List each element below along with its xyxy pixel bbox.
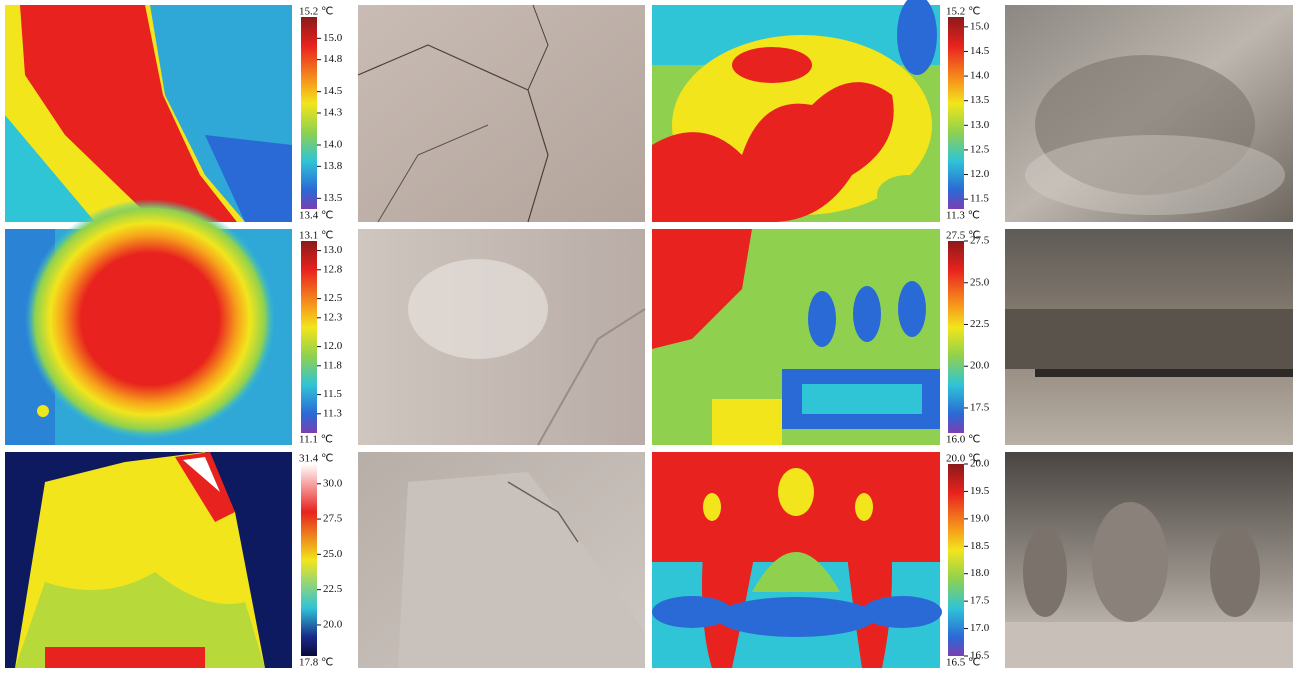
photo — [358, 452, 645, 668]
colorbar-max-label: 15.2 ℃ — [299, 6, 333, 18]
colorbar — [948, 17, 964, 209]
colorbar-tick-label: 14.8 — [323, 53, 343, 65]
image-shape — [853, 286, 881, 342]
image-shape — [716, 597, 876, 637]
thermal-image — [652, 452, 942, 668]
colorbar-tick-label: 13.0 — [323, 244, 343, 256]
colorbar-max-label: 13.1 ℃ — [299, 230, 333, 242]
colorbar-tick-label: 13.5 — [970, 94, 990, 106]
colorbar-tick-label: 14.3 — [323, 107, 343, 119]
colorbar-tick-label: 22.5 — [970, 318, 990, 330]
colorbar-tick-label: 20.0 — [970, 458, 990, 470]
photo — [1005, 229, 1293, 445]
colorbar-min-label: 13.4 ℃ — [299, 210, 333, 222]
colorbar-tick-label: 14.5 — [970, 45, 990, 57]
colorbar-tick-label: 15.0 — [323, 32, 343, 44]
thermal-image — [5, 5, 292, 222]
colorbar-min-label: 16.0 ℃ — [946, 434, 980, 446]
photo — [1005, 5, 1293, 222]
colorbar-tick-label: 17.5 — [970, 401, 990, 413]
colorbar-tick-label: 30.0 — [323, 477, 343, 489]
thermal-image — [5, 452, 292, 668]
image-shape — [1210, 527, 1260, 617]
colorbar-tick-label: 20.0 — [323, 618, 343, 630]
colorbar-tick-label: 12.0 — [970, 168, 990, 180]
image-shape — [408, 259, 548, 359]
image-shape — [45, 647, 205, 668]
colorbar-min-label: 11.1 ℃ — [299, 434, 333, 446]
colorbar-tick-label: 12.0 — [323, 340, 343, 352]
colorbar-tick-label: 13.5 — [323, 192, 343, 204]
photo — [358, 229, 645, 445]
figure: 15.2 ℃ 13.4 ℃ 15.0 14.8 14.5 14.3 14.0 13.8 13.5… — [0, 0, 1295, 668]
image-shape — [703, 493, 721, 521]
image-shape — [877, 175, 937, 215]
colorbar-tick-label: 11.5 — [323, 388, 342, 400]
image-shape — [1092, 502, 1168, 622]
colorbar-tick-label: 13.0 — [970, 119, 990, 131]
image-shape — [862, 596, 942, 628]
image-shape — [898, 281, 926, 337]
colorbar-tick-label: 14.0 — [970, 70, 990, 82]
image-shape — [1035, 369, 1293, 377]
colorbar — [301, 17, 317, 209]
colorbar-tick-label: 19.5 — [970, 485, 990, 497]
colorbar-tick-label: 18.5 — [970, 540, 990, 552]
colorbar — [948, 241, 964, 433]
colorbar-tick-label: 17.0 — [970, 622, 990, 634]
image-shape — [712, 399, 782, 445]
thermal-image — [652, 229, 940, 445]
colorbar-tick-label: 16.5 — [970, 650, 990, 662]
colorbar-tick-label: 14.5 — [323, 85, 343, 97]
colorbar-tick-label: 11.3 — [323, 407, 342, 419]
colorbar-tick-label: 13.8 — [323, 160, 343, 172]
image-shape — [358, 5, 645, 222]
colorbar-tick-label: 17.5 — [970, 595, 990, 607]
colorbar-tick-label: 25.0 — [323, 548, 343, 560]
colorbar-tick-label: 15.0 — [970, 20, 990, 32]
image-shape — [855, 493, 873, 521]
thermal-image — [5, 199, 292, 445]
image-shape — [1023, 527, 1067, 617]
thermal-image — [652, 0, 940, 222]
image-shape — [1005, 622, 1293, 668]
colorbar-tick-label: 27.5 — [970, 235, 990, 247]
colorbar-tick-label: 18.0 — [970, 567, 990, 579]
image-shape — [652, 596, 732, 628]
colorbar-max-label: 15.2 ℃ — [946, 6, 980, 18]
colorbar — [301, 241, 317, 433]
image-shape — [808, 291, 836, 347]
image-shape — [37, 405, 49, 417]
colorbar — [301, 464, 317, 656]
colorbar-tick-label: 12.8 — [323, 263, 343, 275]
colorbar-tick-label: 22.5 — [323, 583, 343, 595]
colorbar-min-label: 17.8 ℃ — [299, 657, 333, 668]
colorbar-tick-label: 11.8 — [323, 359, 342, 371]
colorbar-tick-label: 11.5 — [970, 193, 989, 205]
colorbar-tick-label: 12.3 — [323, 311, 343, 323]
image-shape — [802, 384, 922, 414]
image-shape — [1025, 135, 1285, 215]
colorbar-max-label: 31.4 ℃ — [299, 453, 333, 465]
colorbar-tick-label: 25.0 — [970, 276, 990, 288]
colorbar-min-label: 11.3 ℃ — [946, 210, 980, 222]
photo — [1005, 452, 1293, 668]
colorbar — [948, 464, 964, 656]
colorbar-tick-label: 14.0 — [323, 139, 343, 151]
image-shape — [778, 468, 814, 516]
colorbar-tick-label: 12.5 — [323, 292, 343, 304]
photo — [358, 5, 645, 222]
colorbar-tick-label: 27.5 — [323, 513, 343, 525]
image-shape — [1005, 309, 1293, 369]
colorbar-tick-label: 12.5 — [970, 143, 990, 155]
image-shape — [732, 47, 812, 83]
image-shape — [25, 199, 275, 439]
colorbar-tick-label: 19.0 — [970, 512, 990, 524]
colorbar-tick-label: 20.0 — [970, 360, 990, 372]
